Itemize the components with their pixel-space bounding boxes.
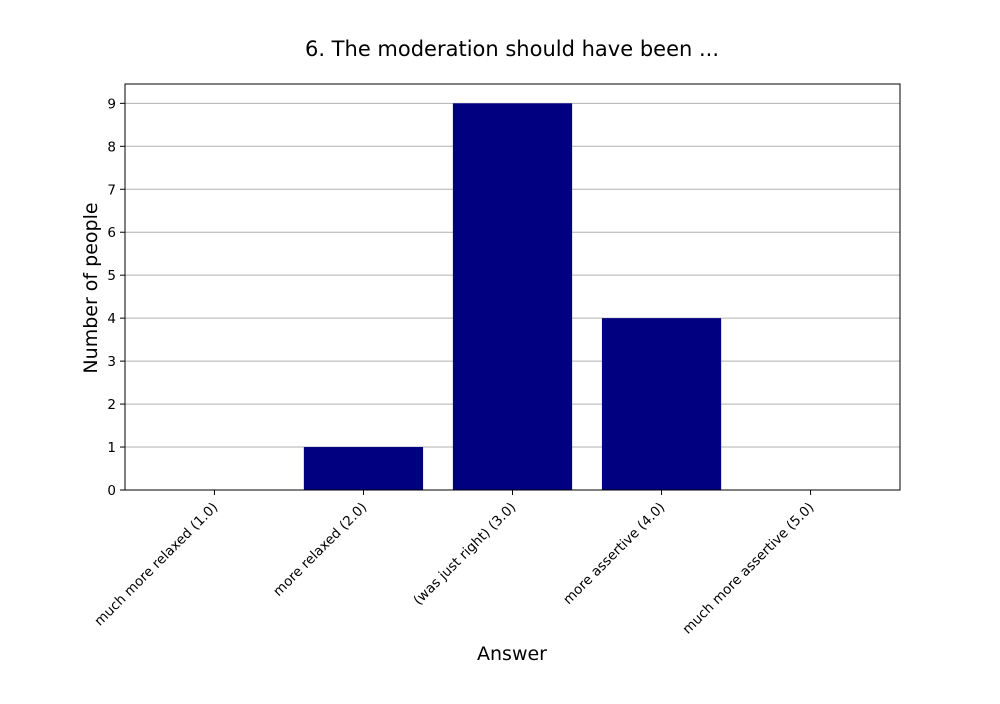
y-tick-label: 7 (107, 182, 116, 198)
y-tick-label: 8 (107, 139, 116, 155)
y-tick-label: 1 (107, 440, 116, 456)
bar (601, 318, 722, 490)
bar (452, 103, 573, 490)
bar (303, 447, 424, 490)
y-axis-label: Number of people (80, 202, 102, 373)
bars (303, 103, 722, 490)
y-tick-label: 3 (107, 354, 116, 370)
x-axis-label: Answer (477, 643, 547, 665)
y-tick-label: 5 (107, 268, 116, 284)
y-tick-label: 2 (107, 397, 116, 413)
y-tick-label: 4 (107, 311, 116, 327)
chart-title: 6. The moderation should have been ... (305, 37, 719, 61)
y-tick-label: 0 (107, 483, 116, 499)
y-axis-ticks: 0 1 2 3 4 5 6 7 8 9 (107, 96, 125, 499)
y-tick-label: 6 (107, 225, 116, 241)
y-tick-label: 9 (107, 96, 116, 112)
